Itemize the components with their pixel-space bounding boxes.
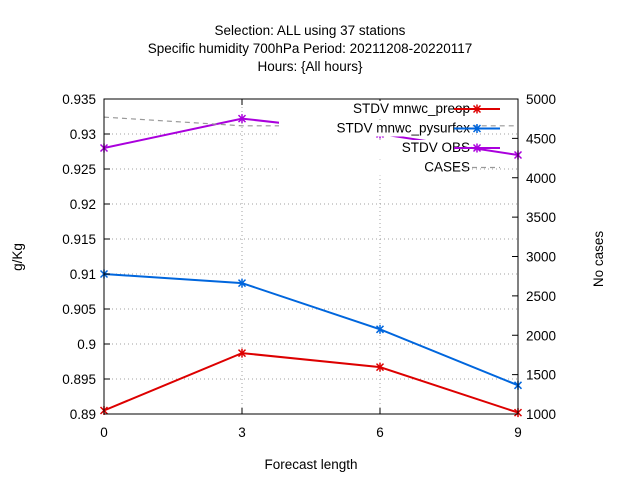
y-tick-label: 0.915 <box>62 232 96 247</box>
y2-tick-label: 1500 <box>526 368 556 383</box>
y-tick-label: 0.925 <box>62 162 96 177</box>
series-point-1 <box>375 324 385 334</box>
x-tick-label: 3 <box>238 425 246 440</box>
y-tick-label: 0.91 <box>70 267 96 282</box>
y2-axis-label: No cases <box>591 231 606 288</box>
chart-title: Selection: ALL using 37 stations Specifi… <box>148 23 472 74</box>
y2-tick-label: 3000 <box>526 250 556 265</box>
legend-entry-backdrop <box>279 101 471 117</box>
y-axis-label: g/Kg <box>10 243 25 271</box>
axis-ticks: 0.89 0.895 0.9 0.905 0.91 0.915 0.92 0.925 0.93 0… <box>62 92 556 440</box>
legend-label-0: STDV mnwc_preop <box>353 101 470 116</box>
series-point-0 <box>375 362 385 372</box>
y2-tick-label: 1000 <box>526 407 556 422</box>
legend-entry-backdrop <box>279 120 471 137</box>
legend-label-3: CASES <box>424 160 470 175</box>
y2-tick-label: 3500 <box>526 210 556 225</box>
y-tick-label: 0.92 <box>70 197 96 212</box>
y2-tick-label: 2500 <box>526 289 556 304</box>
legend-label-2: STDV OBS <box>402 140 470 155</box>
legend-entry-backdrop <box>279 140 471 156</box>
y-tick-label: 0.89 <box>70 407 96 422</box>
title-line-3: Hours: {All hours} <box>257 59 363 74</box>
y-tick-label: 0.905 <box>62 302 96 317</box>
y-tick-label: 0.9 <box>77 337 96 352</box>
series-point-2 <box>237 114 247 124</box>
legend-label-1: STDV mnwc_pysurfex <box>336 121 470 136</box>
series-line-1 <box>103 273 519 387</box>
series-point-1 <box>237 278 247 288</box>
title-line-1: Selection: ALL using 37 stations <box>215 23 406 38</box>
legend-marker-1 <box>472 124 482 133</box>
y2-tick-label: 2000 <box>526 328 556 343</box>
series-point-0 <box>237 348 247 358</box>
legend: STDV mnwc_preop STDV mnwc_pysurfex STDV OB… <box>279 101 500 176</box>
legend-entry-backdrop <box>279 159 471 176</box>
y-tick-label: 0.935 <box>62 92 96 107</box>
x-tick-label: 6 <box>376 425 384 440</box>
title-line-2: Specific humidity 700hPa Period: 2021120… <box>148 41 472 56</box>
y2-tick-label: 5000 <box>526 92 556 107</box>
x-axis-label: Forecast length <box>264 457 357 472</box>
legend-marker-2 <box>472 143 482 153</box>
x-tick-label: 0 <box>100 425 108 440</box>
y-tick-label: 0.93 <box>70 127 96 142</box>
y2-tick-label: 4000 <box>526 171 556 186</box>
legend-marker-0 <box>472 104 482 114</box>
series-line-0 <box>103 352 519 414</box>
y2-tick-label: 4500 <box>526 131 556 146</box>
y-tick-label: 0.895 <box>62 372 96 387</box>
x-tick-label: 9 <box>514 425 522 440</box>
